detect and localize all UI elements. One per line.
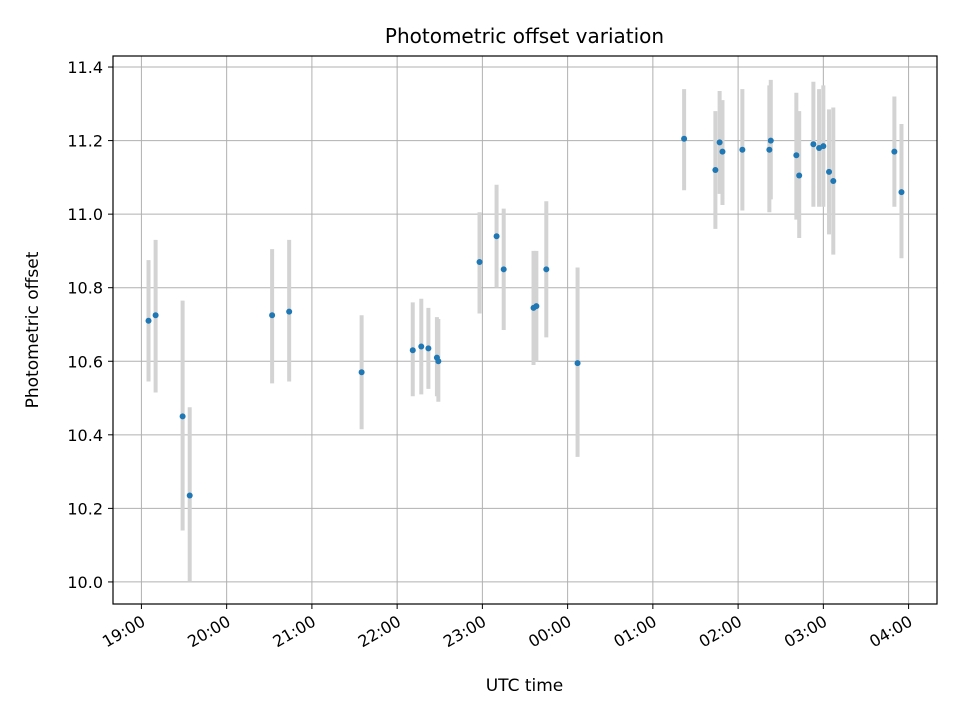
y-tick-label: 10.6 [67, 352, 103, 371]
y-tick-label: 10.2 [67, 499, 103, 518]
data-point [766, 146, 773, 153]
data-point [681, 135, 688, 142]
y-tick-label: 11.0 [67, 205, 103, 224]
data-point [409, 347, 416, 354]
data-point [493, 233, 500, 240]
data-point [891, 148, 898, 155]
y-tick-label: 11.4 [67, 58, 103, 77]
data-point [739, 146, 746, 153]
chart-title: Photometric offset variation [385, 24, 664, 48]
data-point [425, 345, 432, 352]
data-point [820, 143, 827, 150]
data-point [712, 167, 719, 174]
data-point [796, 172, 803, 179]
data-point [810, 141, 817, 148]
data-point [152, 312, 159, 319]
data-point [719, 148, 726, 155]
data-point [418, 343, 425, 350]
data-point [500, 266, 507, 273]
y-tick-label: 11.2 [67, 132, 103, 151]
data-point [767, 137, 774, 144]
data-point [435, 358, 442, 365]
x-axis-label: UTC time [486, 676, 564, 696]
data-points [145, 135, 905, 499]
data-point [186, 492, 193, 499]
data-point [476, 258, 483, 265]
data-point [716, 139, 723, 146]
data-point [793, 152, 800, 159]
data-point [269, 312, 276, 319]
data-point [543, 266, 550, 273]
y-tick-label: 10.0 [67, 573, 103, 592]
data-point [533, 303, 540, 310]
data-point [830, 178, 837, 185]
data-point [286, 308, 293, 315]
data-point [145, 317, 152, 324]
data-point [358, 369, 365, 376]
data-point [826, 168, 833, 175]
y-tick-label: 10.8 [67, 279, 103, 298]
y-axis-label: Photometric offset [23, 251, 43, 408]
data-point [179, 413, 186, 420]
plot-frame [112, 55, 938, 605]
data-point [898, 189, 905, 196]
data-point [574, 360, 581, 367]
y-tick-label: 10.4 [67, 426, 103, 445]
